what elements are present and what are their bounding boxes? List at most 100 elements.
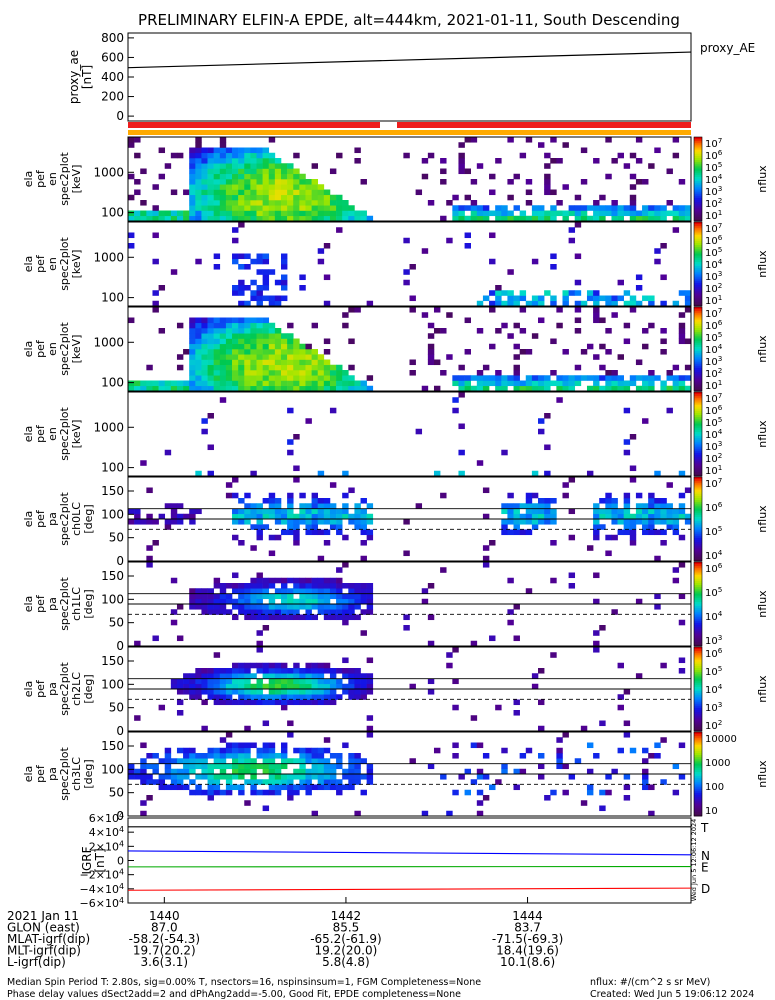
- spectrogram-cell: [189, 168, 196, 175]
- spectrogram-cell: [256, 593, 263, 600]
- colorbar-segment: [694, 455, 702, 458]
- spectrogram-cell: [207, 370, 214, 376]
- spectrogram-cell: [611, 385, 618, 392]
- spectrogram-cell: [550, 215, 557, 222]
- spectrogram-cell: [648, 163, 655, 169]
- spectrogram-cell: [293, 673, 300, 679]
- spectrogram-cell: [684, 307, 692, 313]
- spectrogram-cell: [128, 508, 135, 515]
- colorbar-segment: [694, 631, 702, 634]
- spectrogram-cell: [329, 694, 337, 700]
- spectrogram-cell: [611, 534, 618, 541]
- spectrogram-cell: [244, 503, 251, 509]
- spectrogram-cell: [128, 763, 135, 770]
- spectrogram-cell: [305, 678, 312, 685]
- spectrogram-cell: [274, 699, 282, 706]
- spectrogram-cell: [207, 173, 214, 180]
- spectrogram-cell: [189, 747, 196, 754]
- spectrogram-cell: [268, 550, 276, 557]
- spectrogram-cell: [323, 689, 331, 695]
- spectrogram-cell: [672, 215, 680, 222]
- spectrogram-cell: [170, 768, 178, 775]
- spectrogram-cell: [280, 609, 288, 615]
- spectrogram-cell: [605, 534, 612, 541]
- spectrogram-cell: [427, 333, 435, 339]
- spectrogram-cell: [654, 519, 661, 525]
- spectrogram-cell: [440, 492, 447, 499]
- spectrogram-cell: [287, 732, 294, 738]
- spectrogram-cell: [244, 678, 251, 685]
- colorbar-segment: [694, 230, 702, 233]
- spectrogram-cell: [635, 385, 643, 392]
- spectrogram-cell: [207, 168, 214, 175]
- spectrogram-cell: [329, 482, 337, 488]
- spectrogram-cell: [629, 307, 637, 313]
- spectrogram-cell: [262, 328, 270, 334]
- spectrogram-cell: [280, 333, 288, 339]
- colorbar-segment: [694, 353, 702, 356]
- spectrogram-cell: [666, 513, 673, 520]
- spectrogram-cell: [238, 593, 245, 600]
- spectrogram-cell: [299, 508, 306, 515]
- spectrogram-cell: [538, 725, 545, 732]
- spectrogram-cell: [660, 662, 667, 669]
- colorbar-tick-label: 107: [705, 391, 722, 405]
- spectrogram-cell: [293, 614, 300, 621]
- colorbar-segment: [694, 597, 702, 601]
- spectrogram-cell: [250, 194, 257, 201]
- spectrogram-cell: [238, 683, 245, 690]
- spectrogram-cell: [262, 604, 270, 610]
- spectrogram-cell: [201, 205, 208, 211]
- colorbar-segment: [694, 755, 702, 758]
- spectrogram-cell: [189, 147, 196, 154]
- spectrogram-cell: [501, 375, 508, 381]
- spectrogram-cell: [158, 380, 166, 387]
- colorbar-segment: [694, 448, 702, 452]
- colorbar-tick-label: 101: [705, 208, 722, 222]
- spectrogram-cell: [525, 588, 533, 594]
- spectrogram-cell: [287, 338, 294, 345]
- spectrogram-cell: [342, 375, 349, 381]
- spectrogram-cell: [146, 555, 153, 562]
- colorbar-segment: [694, 710, 702, 713]
- colorbar-segment: [694, 442, 702, 445]
- colorbar-segment: [694, 446, 702, 450]
- spectrogram-cell: [274, 763, 282, 770]
- spectrogram-cell: [305, 349, 312, 355]
- spectrogram-cell: [238, 317, 245, 324]
- spectrogram-cell: [336, 513, 343, 520]
- spectrogram-cell: [458, 470, 465, 477]
- spectrogram-cell: [678, 380, 686, 387]
- spectrogram-cell: [244, 179, 251, 185]
- spectrogram-cell: [642, 328, 649, 334]
- spectrogram-cell: [219, 375, 227, 381]
- spectrogram-cell: [323, 359, 331, 366]
- spectrogram-cell: [464, 232, 471, 239]
- spectrogram-cell: [648, 375, 655, 381]
- spectrogram-cell: [250, 593, 257, 600]
- spectrogram-cell: [213, 577, 221, 584]
- spectrogram-cell: [495, 380, 502, 387]
- spectrogram-cell: [280, 673, 288, 679]
- spectrogram-cell: [238, 222, 245, 228]
- spectrogram-cell: [134, 210, 141, 217]
- spectrogram-cell: [525, 215, 533, 222]
- colorbar-segment: [694, 226, 702, 229]
- spectrogram-cell: [342, 205, 349, 211]
- spectrogram-cell: [507, 577, 514, 584]
- spectrogram-cell: [238, 694, 245, 700]
- spectrogram-cell: [336, 583, 343, 589]
- spectrogram-cell: [250, 290, 257, 296]
- spectrogram-cell: [666, 385, 673, 392]
- spectrogram-cell: [207, 158, 214, 164]
- spectrogram-cell: [213, 359, 221, 366]
- spectrogram-cell: [164, 524, 172, 530]
- spectrogram-cell: [323, 614, 331, 621]
- colorbar-segment: [694, 680, 702, 684]
- spectrogram-cell: [403, 279, 410, 286]
- spectrogram-cell: [342, 312, 349, 318]
- spectrogram-cell: [531, 205, 539, 211]
- colorbar-segment: [694, 444, 702, 447]
- spectrogram-cell: [207, 789, 214, 796]
- spectrogram-cell: [348, 763, 355, 770]
